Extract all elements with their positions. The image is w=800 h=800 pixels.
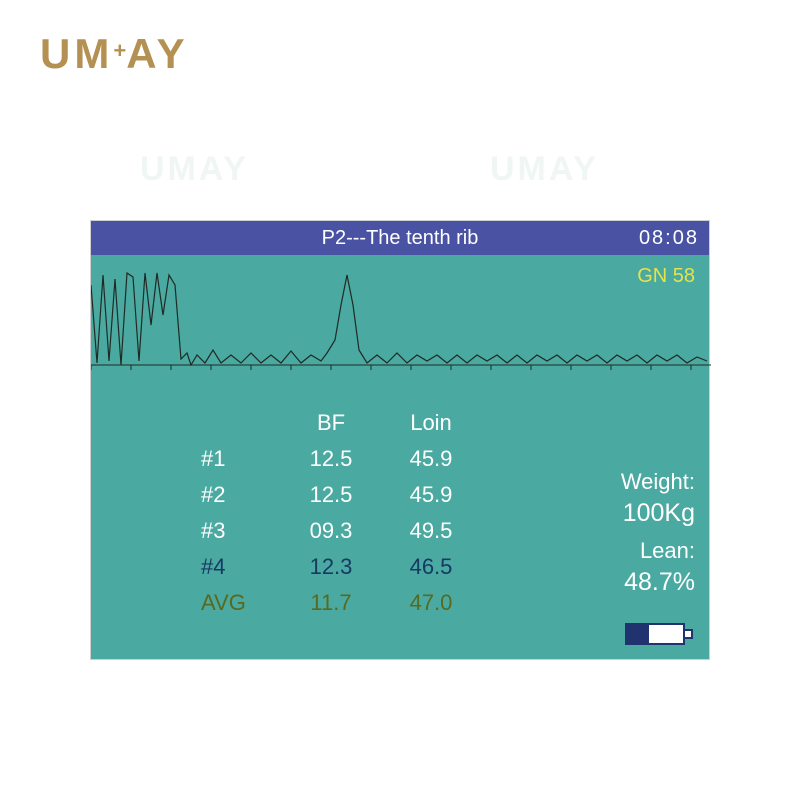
table-row: #112.545.9 bbox=[201, 441, 501, 477]
weight-label: Weight: bbox=[621, 467, 695, 497]
row-bf: 09.3 bbox=[281, 518, 381, 544]
clock: 08:08 bbox=[639, 227, 699, 250]
table-header-row: BF Loin bbox=[201, 405, 501, 441]
row-label: AVG bbox=[201, 590, 281, 616]
table-row: #212.545.9 bbox=[201, 477, 501, 513]
row-label: #3 bbox=[201, 518, 281, 544]
lean-value: 48.7% bbox=[621, 566, 695, 600]
summary-stats: Weight: 100Kg Lean: 48.7% bbox=[621, 467, 695, 600]
device-screen: P2---The tenth rib 08:08 GN 58 BF Loin #… bbox=[90, 220, 710, 660]
col-loin: Loin bbox=[381, 410, 481, 436]
row-loin: 45.9 bbox=[381, 446, 481, 472]
battery-icon bbox=[625, 623, 695, 645]
row-label: #1 bbox=[201, 446, 281, 472]
row-bf: 12.5 bbox=[281, 446, 381, 472]
titlebar: P2---The tenth rib 08:08 bbox=[91, 221, 709, 255]
watermark: UMAY bbox=[140, 150, 249, 189]
row-label: #2 bbox=[201, 482, 281, 508]
table-row: #309.349.5 bbox=[201, 513, 501, 549]
col-bf: BF bbox=[281, 410, 381, 436]
waveform-chart bbox=[91, 255, 711, 385]
row-loin: 49.5 bbox=[381, 518, 481, 544]
row-loin: 47.0 bbox=[381, 590, 481, 616]
table-row: #412.346.5 bbox=[201, 549, 501, 585]
row-loin: 46.5 bbox=[381, 554, 481, 580]
brand-logo: UM+AY bbox=[40, 30, 189, 78]
watermark: UMAY bbox=[490, 150, 599, 189]
row-bf: 12.3 bbox=[281, 554, 381, 580]
measurement-table: BF Loin #112.545.9#212.545.9#309.349.5#4… bbox=[201, 405, 501, 621]
row-bf: 11.7 bbox=[281, 590, 381, 616]
lean-label: Lean: bbox=[621, 536, 695, 566]
screen-title: P2---The tenth rib bbox=[91, 227, 709, 250]
page-root: UM+AY UMAY UMAY UMAY P2---The tenth rib … bbox=[0, 0, 800, 800]
table-row: AVG11.747.0 bbox=[201, 585, 501, 621]
row-loin: 45.9 bbox=[381, 482, 481, 508]
row-label: #4 bbox=[201, 554, 281, 580]
row-bf: 12.5 bbox=[281, 482, 381, 508]
weight-value: 100Kg bbox=[621, 497, 695, 531]
